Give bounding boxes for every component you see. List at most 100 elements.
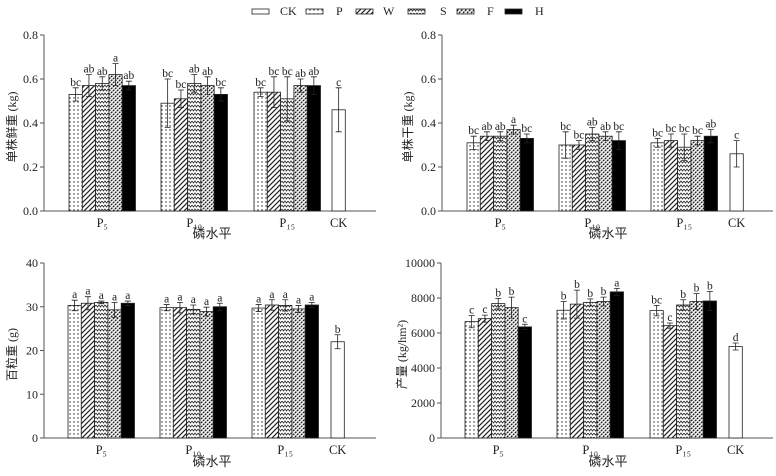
error-bar (468, 315, 475, 329)
significance-letter: bc (269, 66, 280, 78)
bar-w (477, 318, 492, 439)
legend-item-s: S (407, 4, 447, 18)
error-bar (268, 299, 275, 311)
significance-letter: b (335, 324, 341, 336)
error-bar (732, 342, 739, 351)
significance-letter: a (256, 294, 261, 306)
significance-letter: c (522, 313, 527, 325)
significance-letter: bc (282, 66, 293, 78)
bar-p (253, 91, 268, 212)
y-tick-label: 8000 (411, 291, 435, 305)
error-bar (255, 304, 262, 312)
error-bar (164, 78, 171, 128)
legend-label: F (487, 4, 494, 18)
significance-letter: bc (666, 123, 677, 135)
error-bar (615, 131, 622, 150)
bar-h (611, 140, 626, 212)
significance-letter: b (707, 280, 713, 292)
error-bar (694, 135, 701, 146)
significance-letter: bc (560, 121, 571, 133)
x-tick-label: P₁₅ (277, 443, 293, 457)
y-axis-label: 产量 (kg/hm²) (395, 320, 409, 389)
error-bar (560, 301, 567, 320)
x-tick-label: CK (727, 443, 744, 457)
legend-swatch (504, 8, 523, 15)
error-bar (587, 298, 594, 307)
error-bar (125, 80, 132, 91)
bar-p (68, 94, 83, 212)
significance-letter: ab (705, 119, 716, 131)
bar-p (67, 305, 82, 439)
x-tick-label: P₁₀ (185, 443, 201, 457)
significance-letter: ab (295, 68, 306, 80)
y-tick-label: 0.2 (23, 160, 38, 174)
error-bar (654, 138, 661, 148)
significance-letter: a (125, 290, 130, 302)
significance-letter: ab (482, 121, 493, 133)
bar-s (186, 308, 201, 439)
x-axis-label: 磷水平 (192, 226, 231, 241)
significance-letter: b (680, 289, 686, 301)
y-axis-label: 单株鲜重 (kg) (4, 92, 19, 163)
y-tick-label: 6000 (411, 326, 435, 340)
significance-letter: ab (189, 64, 200, 76)
error-bar (666, 322, 673, 329)
error-bar (613, 287, 620, 296)
significance-letter: a (85, 286, 90, 298)
error-bar (111, 301, 118, 318)
significance-letter: c (734, 130, 739, 142)
bar-h (121, 85, 136, 212)
significance-letter: bc (651, 294, 662, 306)
legend-label: H (535, 4, 544, 18)
legend-swatch (407, 8, 426, 15)
significance-letter: bc (468, 125, 479, 137)
x-tick-label: P₅ (96, 443, 107, 457)
bar-p (466, 142, 481, 212)
bar-w (173, 98, 189, 212)
error-bar (112, 63, 119, 86)
y-tick-label: 0.0 (421, 204, 436, 218)
significance-letter: a (204, 296, 209, 308)
error-bar (98, 300, 105, 305)
error-bar (706, 290, 713, 311)
bar-f (199, 311, 214, 439)
y-tick-label: 0 (32, 431, 38, 445)
x-axis-label: 磷水平 (588, 226, 627, 241)
x-axis-label: 磷水平 (192, 454, 231, 469)
significance-letter: a (191, 294, 196, 306)
bar-s (676, 304, 691, 439)
legend-swatch (251, 8, 270, 15)
bar-w (662, 325, 677, 439)
bar-w (81, 85, 97, 212)
significance-letter: ab (600, 121, 611, 133)
bar-f (689, 301, 704, 439)
significance-letter: ab (202, 66, 213, 78)
bar-w (264, 304, 279, 439)
significance-letter: d (733, 332, 739, 344)
x-tick-label: P₅ (495, 216, 506, 230)
significance-letter: c (482, 304, 487, 316)
y-tick-label: 10000 (405, 256, 435, 270)
error-bar (310, 76, 317, 95)
error-bar (124, 300, 131, 306)
y-tick-label: 0.4 (23, 116, 38, 130)
significance-letter: a (296, 294, 301, 306)
error-bar (85, 74, 92, 97)
error-bar (282, 299, 289, 312)
error-bar (177, 89, 184, 108)
error-bar (470, 135, 477, 150)
x-tick-label: P₅ (493, 443, 504, 457)
legend-item-p: P (305, 4, 343, 18)
bar-f (108, 74, 123, 212)
bar-w (571, 144, 586, 212)
significance-letter: ab (495, 121, 506, 133)
x-tick-label: CK (329, 443, 346, 457)
bar-p (650, 142, 665, 212)
bar-f (596, 301, 611, 439)
error-bar (481, 314, 488, 323)
y-tick-label: 10 (26, 387, 38, 401)
bar-h (212, 306, 227, 439)
bar-p (556, 309, 571, 439)
error-bar (667, 133, 674, 148)
